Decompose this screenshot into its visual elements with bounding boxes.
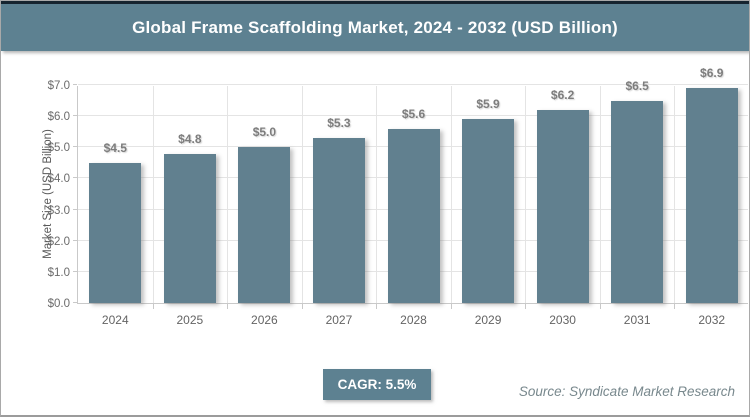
bar-value-label: $5.0 <box>252 125 277 140</box>
bar-value-label: $6.5 <box>625 78 649 93</box>
top-accent-strip <box>1 1 749 4</box>
v-gridline <box>301 86 303 303</box>
y-tick-label: $3.0 <box>47 204 70 217</box>
bar-2030 <box>536 109 589 303</box>
title-bar: Global Frame Scaffolding Market, 2024 - … <box>1 4 749 51</box>
y-tick-mark <box>73 239 77 241</box>
v-gridline <box>152 86 154 303</box>
x-tick-mark <box>525 304 527 309</box>
y-tick-label: $7.0 <box>47 80 70 92</box>
y-tick-mark <box>73 115 77 117</box>
y-tick-label: $2.0 <box>47 235 70 248</box>
x-tick-mark <box>152 304 154 309</box>
y-tick-mark <box>73 146 77 148</box>
v-gridline <box>227 86 229 303</box>
cagr-badge: CAGR: 5.5% <box>323 369 431 400</box>
bar-2029 <box>462 119 515 303</box>
v-gridline <box>525 86 527 303</box>
v-gridline <box>599 86 601 303</box>
bar-2031 <box>611 100 664 303</box>
bar-2028 <box>387 128 440 303</box>
h-gridline <box>78 115 748 117</box>
bar-2025 <box>163 153 216 303</box>
y-tick-mark <box>73 302 77 303</box>
x-axis-label: 2028 <box>400 313 427 327</box>
y-tick-label: $0.0 <box>47 298 70 310</box>
bar-value-label: $5.3 <box>327 115 351 130</box>
x-tick-mark <box>674 304 676 309</box>
x-axis-label: 2025 <box>176 313 204 327</box>
v-gridline <box>674 86 676 303</box>
bar-2024 <box>89 162 142 303</box>
x-axis-label: 2024 <box>101 313 129 327</box>
bar-2026 <box>238 147 291 303</box>
bar-value-label: $6.9 <box>700 66 724 81</box>
x-axis-label: 2030 <box>549 313 576 327</box>
y-tick-label: $6.0 <box>47 111 70 124</box>
x-tick-mark <box>227 304 229 309</box>
bar-value-label: $5.9 <box>476 97 500 112</box>
bar-2027 <box>312 137 365 303</box>
y-tick-label: $1.0 <box>47 266 70 279</box>
y-tick-mark <box>73 208 77 210</box>
v-gridline <box>450 86 452 303</box>
plot-area: $0.0 $1.0 $2.0 $3.0 $4.0 $5.0 $6.0 $7.0 $4.5 2024… <box>48 66 748 327</box>
x-axis-label: 2032 <box>698 313 726 327</box>
x-tick-mark <box>301 304 303 309</box>
x-tick-mark <box>376 304 378 309</box>
y-tick-mark <box>73 177 77 179</box>
bar-value-label: $6.2 <box>550 87 575 102</box>
bar-value-label: $4.5 <box>103 140 127 155</box>
y-tick-label: $5.0 <box>47 142 70 155</box>
source-note: Source: Syndicate Market Research <box>518 384 735 399</box>
x-axis-label: 2031 <box>623 313 651 327</box>
h-gridline <box>78 84 748 85</box>
x-axis-label: 2026 <box>251 313 278 327</box>
x-axis-label: 2029 <box>474 313 502 327</box>
x-axis-label: 2027 <box>325 313 353 327</box>
y-tick-mark <box>73 84 77 85</box>
chart-title: Global Frame Scaffolding Market, 2024 - … <box>132 17 618 37</box>
bar-value-label: $5.6 <box>401 106 426 121</box>
y-tick-mark <box>73 270 77 272</box>
y-tick-label: $4.0 <box>47 173 70 186</box>
v-gridline <box>376 86 378 303</box>
bar-value-label: $4.8 <box>178 131 202 146</box>
bar-2032 <box>685 88 738 303</box>
x-tick-mark <box>599 304 601 309</box>
x-tick-mark <box>450 304 452 309</box>
